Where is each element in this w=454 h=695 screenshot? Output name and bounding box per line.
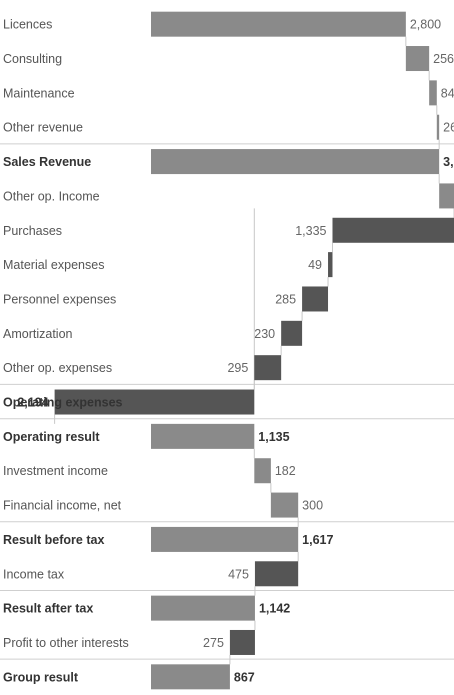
category-label: Result after tax: [3, 602, 93, 616]
bar-8: [302, 286, 329, 312]
bar-4: [151, 149, 440, 175]
category-label: Purchases: [3, 224, 62, 238]
value-label: 867: [234, 670, 255, 684]
value-label: 26: [443, 121, 454, 135]
value-label: 2,800: [410, 18, 441, 32]
bar-9: [281, 320, 303, 346]
value-label: 256: [433, 52, 454, 66]
row-separators: [0, 143, 454, 660]
category-label: Other op. expenses: [3, 361, 112, 375]
category-label: Maintenance: [3, 86, 75, 100]
category-label: Sales Revenue: [3, 155, 91, 169]
value-label: 49: [308, 258, 322, 272]
value-label: 1,335: [295, 224, 326, 238]
value-label: 182: [275, 464, 296, 478]
value-label: 1,135: [258, 430, 289, 444]
category-label: Operating expenses: [3, 396, 123, 410]
bar-13: [254, 458, 271, 484]
category-label: Licences: [3, 18, 52, 32]
value-label: 295: [227, 361, 248, 375]
value-label: 475: [228, 567, 249, 581]
category-label: Consulting: [3, 52, 62, 66]
bar-12: [151, 423, 255, 449]
bar-7: [328, 252, 333, 278]
bar-14: [270, 492, 299, 518]
bar-17: [151, 595, 255, 621]
value-label: 285: [275, 292, 296, 306]
bar-18: [229, 629, 255, 655]
category-label: Financial income, net: [3, 499, 122, 513]
value-labels: 2,80025684263,1661631,335492852302952,19…: [17, 18, 454, 685]
value-label: 275: [203, 636, 224, 650]
value-label: 1,142: [259, 602, 290, 616]
bar-6: [332, 217, 454, 243]
value-label: 2,194: [17, 396, 48, 410]
category-label: Investment income: [3, 464, 108, 478]
bar-10: [254, 355, 282, 381]
category-label: Material expenses: [3, 258, 104, 272]
category-label: Amortization: [3, 327, 73, 341]
category-label: Other revenue: [3, 121, 83, 135]
value-label: 300: [302, 499, 323, 513]
bars: [54, 11, 454, 690]
bar-3: [436, 114, 440, 140]
category-labels: Licences Consulting Maintenance Other reven…: [3, 18, 129, 685]
bar-5: [439, 183, 454, 209]
bar-11: [54, 389, 255, 415]
category-label: Income tax: [3, 567, 65, 581]
bar-2: [429, 80, 437, 106]
value-label: 230: [254, 327, 275, 341]
connector-lines: [54, 36, 454, 665]
category-label: Group result: [3, 670, 79, 684]
value-label: 84: [441, 86, 454, 100]
category-label: Operating result: [3, 430, 100, 444]
category-label: Personnel expenses: [3, 292, 116, 306]
value-label: 3,166: [443, 155, 454, 169]
category-label: Result before tax: [3, 533, 104, 547]
category-label: Profit to other interests: [3, 636, 129, 650]
category-label: Other op. Income: [3, 189, 100, 203]
bar-0: [151, 11, 406, 37]
bar-16: [254, 561, 299, 587]
bar-1: [405, 46, 430, 72]
value-label: 1,617: [302, 533, 333, 547]
bar-15: [151, 526, 299, 552]
bar-19: [151, 664, 230, 690]
